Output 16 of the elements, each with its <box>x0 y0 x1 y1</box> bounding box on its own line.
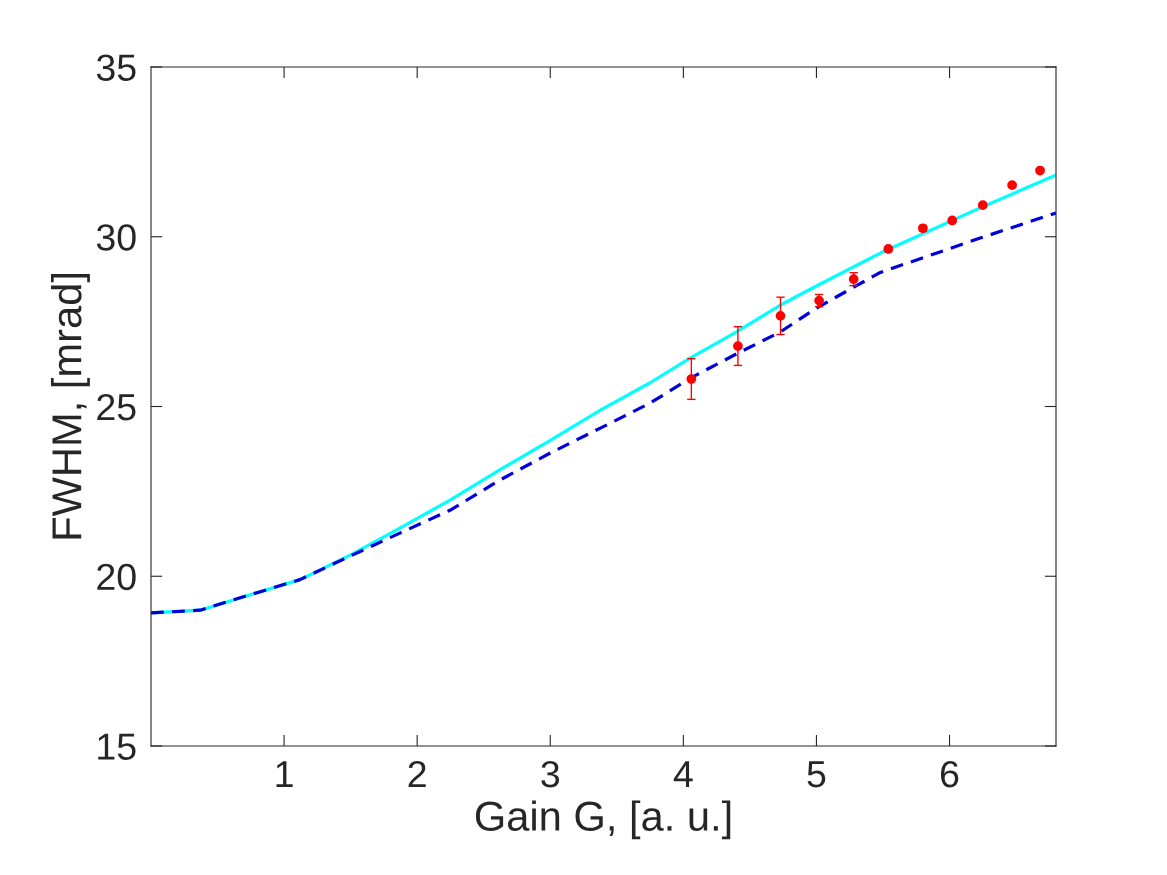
point <box>686 374 697 384</box>
y-tick-label: 30 <box>96 224 136 251</box>
y-tick-label: 15 <box>98 733 136 760</box>
x-tick-label: 4 <box>673 761 693 788</box>
y-axis-title: FWHM, [mrad] <box>51 274 90 539</box>
x-axis-title: Gain G, [a. u.] <box>475 800 731 840</box>
point <box>775 310 786 321</box>
x-tick-label: 6 <box>941 760 959 788</box>
x-tick-label: 3 <box>541 760 560 788</box>
x-tick-label: 5 <box>807 761 826 788</box>
point <box>733 341 743 351</box>
y-tick-label: 35 <box>96 54 136 81</box>
y-tick-label: 20 <box>97 563 136 591</box>
x-tick-label: 1 <box>276 761 293 788</box>
x-tick-label: 2 <box>408 760 426 788</box>
y-tick-label: 25 <box>97 393 136 421</box>
